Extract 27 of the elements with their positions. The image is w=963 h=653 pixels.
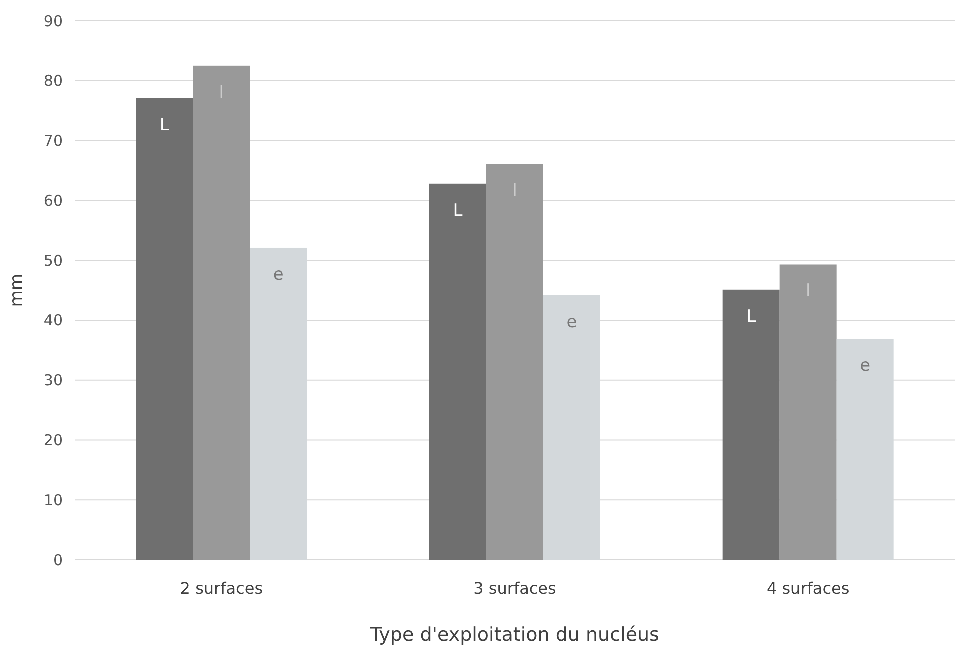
- y-tick-label: 0: [53, 551, 63, 570]
- y-tick-label: 20: [44, 431, 63, 450]
- text: e: [860, 356, 871, 376]
- x-axis-title: Type d'exploitation du nucléus: [370, 624, 660, 646]
- y-tick-label: 30: [44, 372, 63, 390]
- bar: [430, 184, 486, 560]
- x-tick-label: 4 surfaces: [766, 579, 850, 598]
- y-tick-label: 40: [44, 312, 63, 330]
- y-tick-label: 90: [44, 12, 63, 30]
- bar: [486, 164, 544, 560]
- bar: [136, 98, 194, 560]
- text: e: [273, 264, 284, 285]
- y-tick-label: 60: [44, 192, 63, 210]
- y-axis-title: mm: [7, 274, 27, 308]
- y-tick-label: 50: [44, 252, 63, 270]
- series-label: e: [566, 312, 578, 332]
- y-tick-label: 10: [44, 491, 63, 510]
- text: L: [453, 200, 463, 221]
- x-tick-label: 2 surfaces: [180, 579, 264, 598]
- bar: [780, 264, 837, 560]
- x-tick-label: 3 surfaces: [474, 579, 556, 598]
- bar: [193, 66, 250, 560]
- bar: [722, 290, 780, 560]
- series-label: L: [160, 115, 170, 136]
- text: L: [746, 306, 756, 327]
- y-tick-label: 70: [44, 132, 63, 150]
- y-tick-label: 80: [44, 72, 63, 90]
